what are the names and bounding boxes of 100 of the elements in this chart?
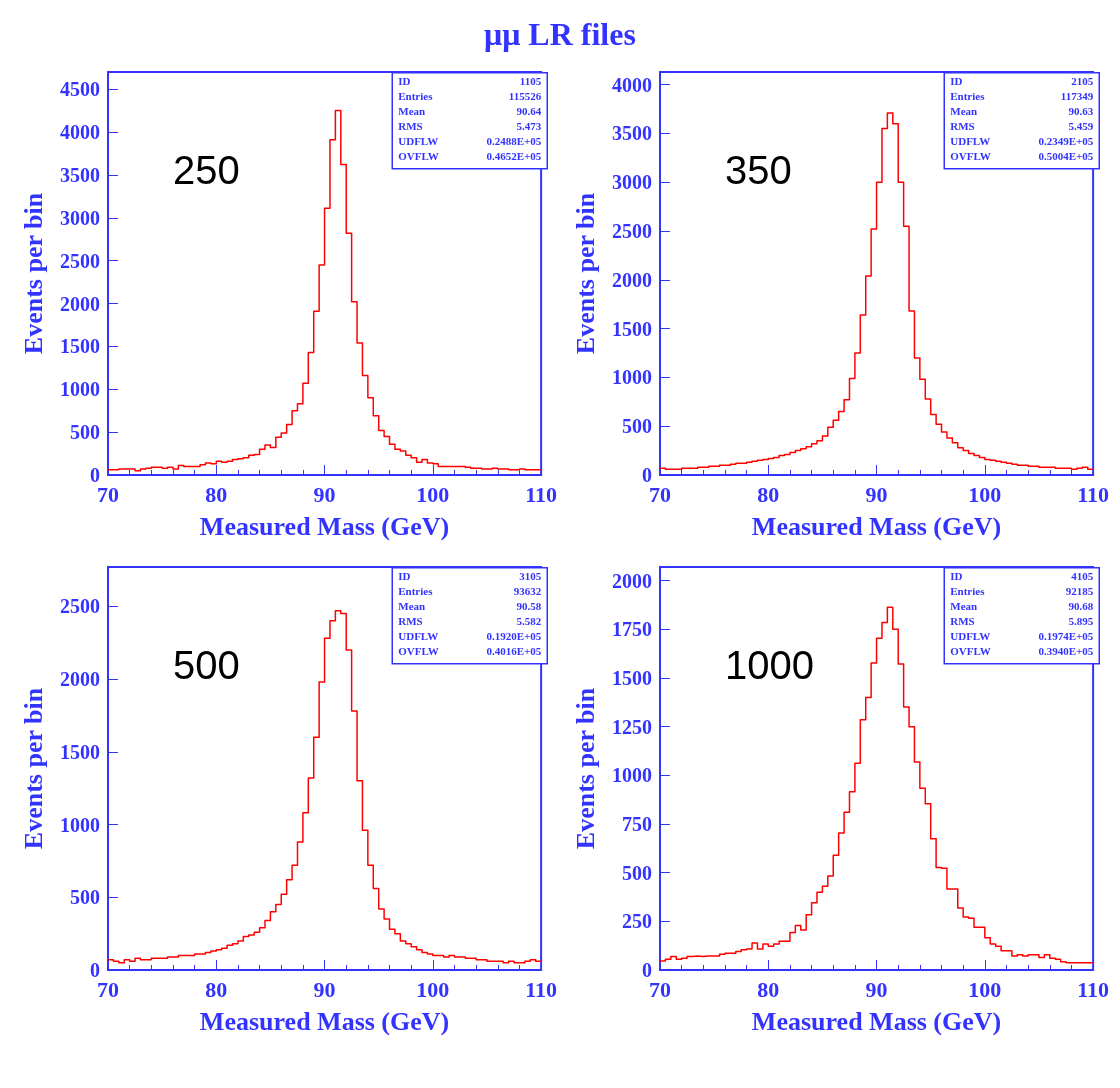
y-tick-label: 2000 (60, 668, 100, 691)
annotation: ID (950, 75, 963, 88)
x-tick-label: 70 (97, 481, 119, 507)
annotation: 3105 (519, 570, 542, 583)
y-tick-label: 2000 (612, 268, 652, 291)
annotation: 92185 (1065, 585, 1094, 598)
annotation: RMS (398, 120, 423, 133)
x-axis-title: Measured Mass (GeV) (751, 1006, 1002, 1036)
annotation: UDFLW (950, 630, 991, 643)
annotation: OVFLW (950, 645, 991, 658)
chart-title: μμ LR files (483, 15, 637, 54)
annotation: 0.1920E+05 (486, 630, 542, 643)
y-axis-title: Events per bin (18, 192, 48, 355)
annotation: ID (950, 570, 963, 583)
y-tick-label: 1500 (612, 317, 652, 340)
y-tick-label: 1750 (612, 618, 652, 641)
y-tick-label: 0 (642, 464, 652, 486)
annotation: Mean (398, 105, 426, 118)
annotation: 5.473 (516, 120, 542, 133)
x-axis-title: Measured Mass (GeV) (751, 511, 1002, 541)
annotation: 115526 (508, 90, 542, 103)
y-tick-label: 500 (622, 861, 652, 884)
annotation: 5.582 (516, 615, 542, 628)
annotation: Mean (950, 105, 978, 118)
y-tick-label: 1000 (612, 764, 652, 787)
annotation: 5.459 (1068, 120, 1094, 133)
y-tick-label: 1500 (612, 666, 652, 689)
y-tick-label: 4000 (612, 73, 652, 96)
annotation: RMS (950, 615, 975, 628)
y-tick-label: 1000 (612, 366, 652, 389)
annotation: 90.64 (516, 105, 542, 118)
y-tick-label: 1000 (60, 378, 100, 401)
x-axis-title: Measured Mass (GeV) (199, 1006, 450, 1036)
annotation: 4105 (1071, 570, 1094, 583)
y-tick-label: 1250 (612, 715, 652, 738)
annotation: OVFLW (950, 150, 991, 163)
annotation: 0.2349E+05 (1038, 135, 1094, 148)
annotation: 117349 (1060, 90, 1094, 103)
annotation: 500 (173, 643, 240, 687)
y-tick-label: 2500 (60, 595, 100, 618)
annotation: 90.58 (516, 600, 542, 613)
x-tick-label: 110 (525, 976, 558, 1002)
y-tick-label: 0 (90, 959, 100, 981)
x-tick-label: 90 (865, 481, 888, 507)
annotation: 250 (173, 148, 240, 192)
annotation: 2105 (1071, 75, 1094, 88)
y-tick-label: 500 (70, 886, 100, 909)
annotation: 0.3940E+05 (1038, 645, 1094, 658)
y-tick-label: 750 (622, 812, 652, 835)
y-tick-label: 0 (642, 959, 652, 981)
x-tick-label: 110 (1077, 976, 1110, 1002)
x-tick-label: 100 (416, 481, 450, 507)
annotation: UDFLW (950, 135, 991, 148)
x-tick-label: 70 (649, 976, 671, 1002)
x-tick-label: 110 (525, 481, 558, 507)
x-tick-label: 90 (313, 976, 336, 1002)
annotation: 0.4652E+05 (486, 150, 542, 163)
annotation: 90.63 (1068, 105, 1094, 118)
x-tick-label: 90 (865, 976, 888, 1002)
y-tick-label: 2000 (60, 292, 100, 315)
x-tick-label: 80 (757, 481, 780, 507)
y-tick-label: 3500 (60, 163, 100, 186)
annotation: RMS (950, 120, 975, 133)
annotation: Entries (950, 585, 986, 598)
x-tick-label: 80 (205, 976, 228, 1002)
annotation: 0.2488E+05 (486, 135, 542, 148)
annotation: 1000 (725, 643, 814, 687)
y-tick-label: 2500 (612, 220, 652, 243)
annotation: Mean (950, 600, 978, 613)
y-tick-label: 3500 (612, 122, 652, 145)
x-tick-label: 80 (757, 976, 780, 1002)
y-axis-title: Events per bin (570, 687, 600, 850)
y-tick-label: 0 (90, 464, 100, 486)
x-tick-label: 70 (97, 976, 119, 1002)
annotation: OVFLW (398, 645, 439, 658)
y-axis-title: Events per bin (570, 192, 600, 355)
annotation: OVFLW (398, 150, 439, 163)
y-tick-label: 500 (622, 415, 652, 438)
annotation: 1105 (519, 75, 542, 88)
annotation: 0.1974E+05 (1038, 630, 1094, 643)
annotation: 350 (725, 148, 792, 192)
annotation: ID (398, 75, 411, 88)
y-tick-label: 1000 (60, 813, 100, 836)
x-tick-label: 70 (649, 481, 671, 507)
x-axis-title: Measured Mass (GeV) (199, 511, 450, 541)
y-tick-label: 1500 (60, 740, 100, 763)
annotation: UDFLW (398, 630, 439, 643)
annotation: 5.895 (1068, 615, 1094, 628)
y-tick-label: 2000 (612, 569, 652, 592)
y-axis-title: Events per bin (18, 687, 48, 850)
x-tick-label: 110 (1077, 481, 1110, 507)
annotation: RMS (398, 615, 423, 628)
y-tick-label: 3000 (60, 206, 100, 229)
annotation: 0.5004E+05 (1038, 150, 1094, 163)
y-tick-label: 4500 (60, 78, 100, 101)
annotation: 93632 (513, 585, 542, 598)
x-tick-label: 80 (205, 481, 228, 507)
x-tick-label: 100 (968, 481, 1002, 507)
y-tick-label: 2500 (60, 249, 100, 272)
x-tick-label: 100 (968, 976, 1002, 1002)
